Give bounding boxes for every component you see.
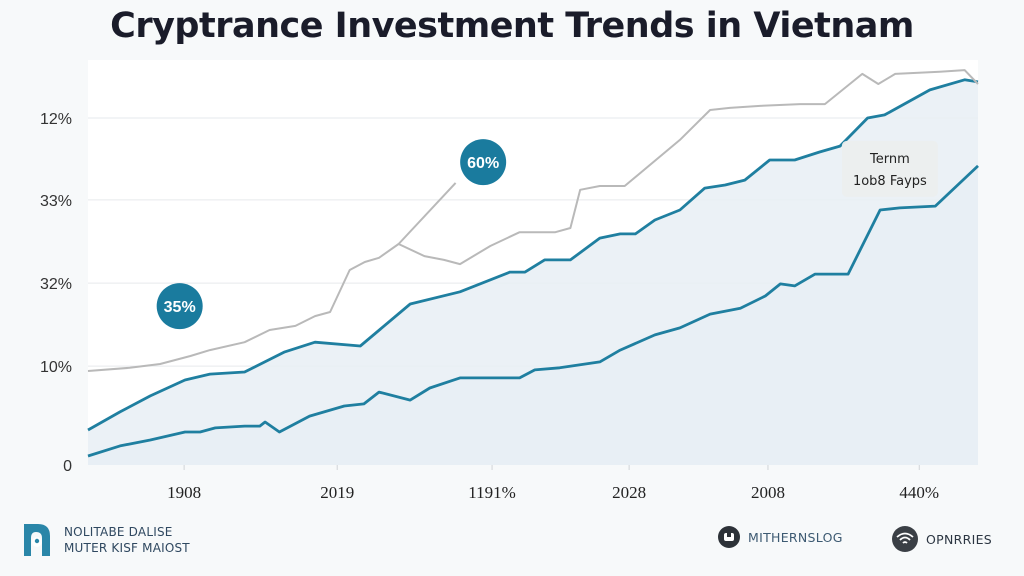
- footer-link-2[interactable]: OPNRRIES: [892, 526, 992, 552]
- y-tick-label: 32%: [40, 276, 72, 293]
- square-logo-icon: [718, 526, 740, 548]
- wifi-icon: [892, 526, 918, 552]
- y-tick-label: 0: [63, 458, 72, 475]
- note-line: 1ob8 Fayps: [853, 174, 927, 189]
- badge-circle: [460, 139, 507, 186]
- x-tick-label: 1908: [167, 483, 201, 502]
- note-line: Ternm: [869, 152, 910, 167]
- chart-title: Cryptrance Investment Trends in Vietnam: [110, 6, 914, 46]
- brand-line-1: NOLITABE DALISE: [64, 525, 173, 539]
- series-lines: [87, 69, 979, 458]
- area-fills: [88, 79, 978, 466]
- y-tick-label: 10%: [40, 359, 72, 376]
- series-line-gray-branch: [397, 182, 457, 245]
- series-line-gray: [87, 69, 979, 372]
- value-badge: 35%: [156, 283, 203, 330]
- x-tick-label: 1191%: [468, 483, 516, 502]
- series-line-upper: [87, 78, 979, 432]
- x-tick-label: 2028: [612, 483, 646, 502]
- footer-link-1-label: MITHERNSLOG: [748, 529, 843, 545]
- badge-circle: [156, 283, 203, 330]
- note-box: Ternm 1ob8 Fayps: [841, 140, 938, 197]
- brand-block: NOLITABE DALISE MUTER KISF MAIOST: [22, 522, 190, 558]
- x-tick-label: 440%: [899, 483, 939, 502]
- note-background: [841, 140, 938, 197]
- footer-link-1[interactable]: MITHERNSLOG: [718, 526, 843, 548]
- area-fill-lower: [88, 165, 978, 465]
- x-axis-ticks: 1908 2019 1191% 2028 2008 440%: [167, 465, 939, 502]
- annotations: 35% 60% Ternm 1ob8 Fayps: [156, 139, 938, 330]
- badge-label: 60%: [467, 155, 499, 172]
- badge-label: 35%: [164, 299, 196, 316]
- y-tick-label: 33%: [40, 193, 72, 210]
- y-tick-label: 12%: [40, 111, 72, 128]
- value-badge: 60%: [460, 139, 507, 186]
- footer-link-2-label: OPNRRIES: [926, 531, 993, 547]
- x-tick-label: 2019: [320, 483, 354, 502]
- brand-logo-icon: [24, 524, 50, 556]
- x-tick-label: 2008: [751, 483, 785, 502]
- brand-line-2: MUTER KISF MAIOST: [64, 541, 190, 555]
- y-axis-ticks: 0 10% 32% 33% 12%: [40, 111, 72, 475]
